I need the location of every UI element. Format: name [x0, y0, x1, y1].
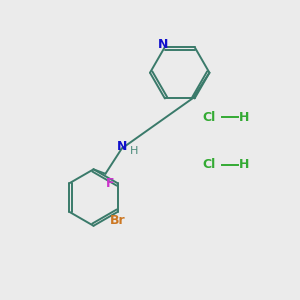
Text: Br: Br	[110, 214, 125, 227]
Text: F: F	[105, 177, 114, 190]
Text: H: H	[239, 111, 250, 124]
Text: Cl: Cl	[203, 111, 216, 124]
Text: H: H	[130, 146, 138, 156]
Text: Cl: Cl	[203, 158, 216, 171]
Text: N: N	[117, 140, 127, 153]
Text: H: H	[239, 158, 250, 171]
Text: N: N	[158, 38, 169, 51]
